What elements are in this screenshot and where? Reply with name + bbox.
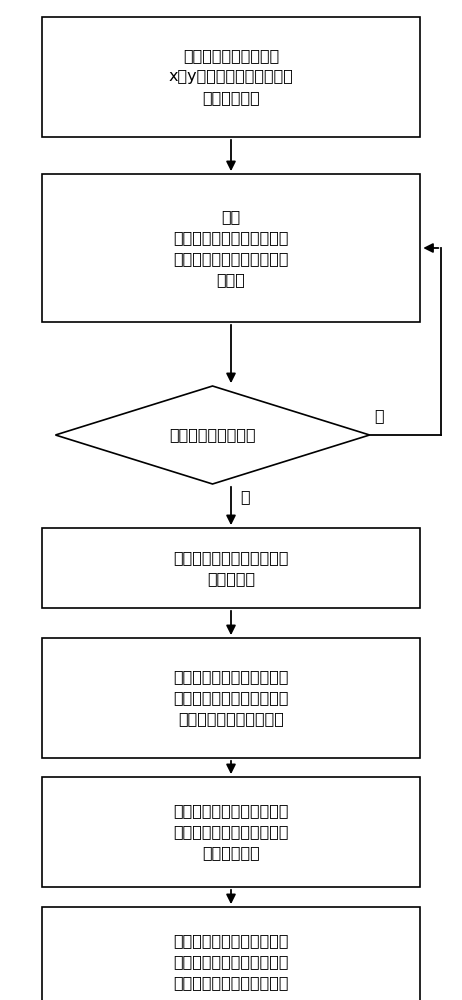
- FancyBboxPatch shape: [42, 907, 420, 1000]
- Text: 建立直角坐标系，在其
x、y轴上每间隔一定距离设
置参考坐标点: 建立直角坐标系，在其 x、y轴上每间隔一定距离设 置参考坐标点: [169, 48, 293, 105]
- FancyBboxPatch shape: [42, 528, 420, 608]
- Text: 根据泄漏点的位置以及实时
天气状态计算该泄漏可能导
致的扩散结果: 根据泄漏点的位置以及实时 天气状态计算该泄漏可能导 致的扩散结果: [173, 804, 289, 860]
- Text: 否: 否: [374, 408, 384, 423]
- Text: 确定泄漏点在所述直角坐标
系中的位置: 确定泄漏点在所述直角坐标 系中的位置: [173, 550, 289, 586]
- Text: 根据泄漏点在直角坐标系中
的位置，获取该泄漏点的人
口密度以及实时天气状态: 根据泄漏点在直角坐标系中 的位置，获取该泄漏点的人 口密度以及实时天气状态: [173, 670, 289, 726]
- FancyBboxPatch shape: [42, 174, 420, 322]
- Text: 获取
两个相邻传感器监测点的压
力差数据并与压力差阈值进
行比较: 获取 两个相邻传感器监测点的压 力差数据并与压力差阈值进 行比较: [173, 209, 289, 287]
- Polygon shape: [55, 386, 370, 484]
- FancyBboxPatch shape: [42, 777, 420, 887]
- Text: 是: 是: [240, 489, 250, 504]
- Text: 基于所述泄漏点的位置、人
口密度、实时天气状态以及
扩散结果进行故障调度处理: 基于所述泄漏点的位置、人 口密度、实时天气状态以及 扩散结果进行故障调度处理: [173, 934, 289, 990]
- FancyBboxPatch shape: [42, 17, 420, 137]
- Text: 管道是否发生泄漏？: 管道是否发生泄漏？: [169, 428, 256, 442]
- FancyBboxPatch shape: [42, 638, 420, 758]
